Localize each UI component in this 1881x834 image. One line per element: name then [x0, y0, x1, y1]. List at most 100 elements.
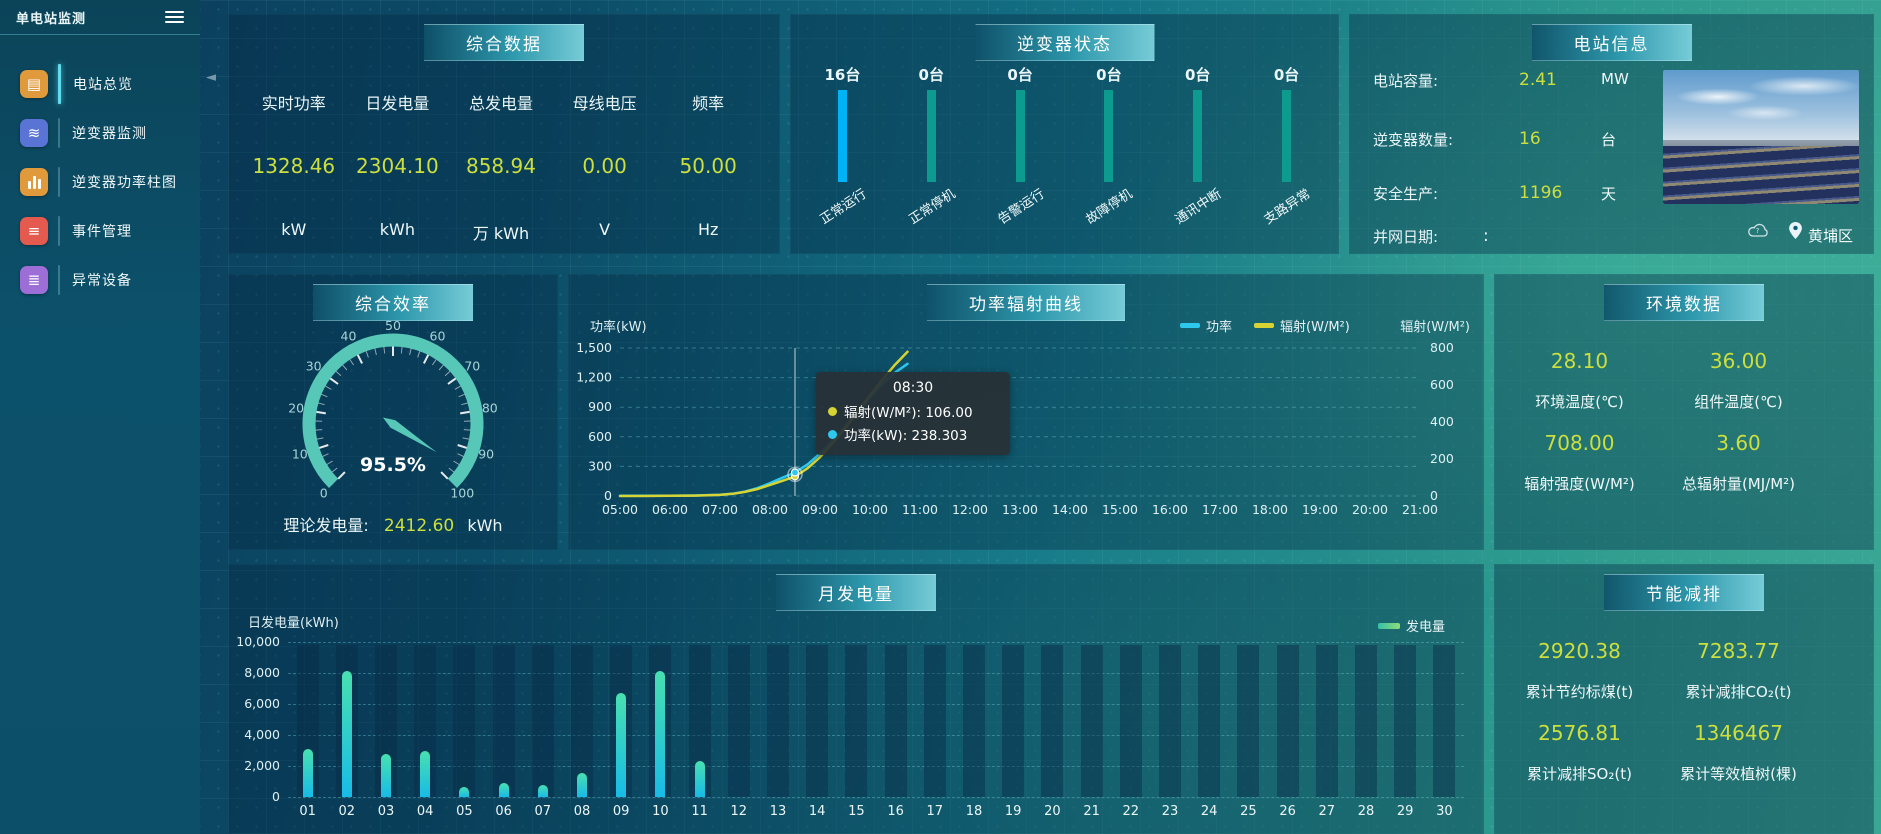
sidebar-item-5[interactable]: ≣ 异常设备 — [0, 255, 200, 304]
panel-monthly: 月发电量 日发电量(kWh) 发电量 0 2,000 4,000 6,000 8,000… — [228, 564, 1484, 834]
sidebar-item-1[interactable]: ▤ 电站总览 — [0, 59, 200, 108]
gridline — [288, 797, 1464, 798]
sidebar-item-label: 电站总览 — [73, 76, 133, 93]
sidebar-item-2[interactable]: ≋ 逆变器监测 — [0, 108, 200, 157]
tooltip-time: 08:30 — [892, 380, 934, 396]
monthly-x-tick: 19 — [1004, 804, 1022, 819]
generation-bar — [537, 785, 548, 797]
menu-item-divider — [58, 166, 60, 197]
bar-background — [414, 645, 437, 797]
metric-label: 日发电量 — [365, 94, 430, 113]
info-label: 安全生产: — [1373, 185, 1439, 203]
gauge-tick-label: 80 — [482, 401, 498, 416]
info-value: : — [1483, 226, 1489, 246]
location-pin-icon — [1789, 222, 1802, 242]
y-left-tick: 0 — [604, 488, 612, 503]
monthly-x-tick: 14 — [808, 804, 826, 819]
sidebar-item-3[interactable]: 逆变器功率柱图 — [0, 157, 200, 206]
panel-inverter-status-title: 逆变器状态 — [975, 24, 1154, 61]
saving-cell-label-2: 累计减排CO₂(t) — [1685, 683, 1792, 701]
gauge-needle — [382, 417, 437, 453]
environment-cell-value-4: 3.60 — [1716, 430, 1761, 455]
x-tick: 19:00 — [1302, 502, 1338, 517]
tooltip-row-1: 辐射(W/M²): 106.00 — [828, 401, 998, 421]
weather-cloud-icon[interactable]: ? — [1747, 222, 1769, 242]
bar-background — [884, 645, 907, 797]
legend-item-generation[interactable]: 发电量 — [1378, 616, 1445, 635]
monthly-x-tick: 13 — [769, 804, 787, 819]
y-left-tick: 900 — [588, 399, 612, 414]
power-curve-svg: 0 300 600 900 1,200 1,500 0 200 400 600 800 05:00 06… — [576, 340, 1454, 517]
bar-background — [1041, 645, 1064, 797]
info-value: 16 — [1519, 129, 1541, 149]
monthly-y-tick: 2,000 — [244, 758, 280, 773]
x-tick: 16:00 — [1152, 502, 1188, 517]
bar-background — [963, 645, 985, 797]
theory-generation-value: 2412.60 — [383, 516, 455, 536]
panel-station-info: 电站信息 电站容量: 2.41 MW 逆变器数量: 16 台安全生产: 1196 天并网日期:… — [1349, 14, 1874, 254]
panel-monthly-title: 月发电量 — [776, 574, 936, 611]
menu-item-divider — [58, 63, 61, 104]
sidebar-item-label: 逆变器功率柱图 — [72, 174, 177, 191]
power-bars-icon — [20, 167, 48, 196]
panel-environment-title: 环境数据 — [1604, 284, 1764, 321]
bar-background — [1394, 645, 1417, 797]
monthly-x-tick: 08 — [573, 804, 591, 819]
summary-metric-1: 实时功率 1328.46 kW — [242, 14, 346, 254]
inverter-status-label: 支路异常 — [1261, 186, 1314, 228]
overview-icon: ▤ — [20, 69, 48, 98]
sidebar-item-4[interactable]: ≡ 事件管理 — [0, 206, 200, 255]
summary-metric-4: 母线电压 0.00 V — [553, 14, 657, 254]
panel-power-curve: 功率辐射曲线 功率(kW) 辐射(W/M²) 功率 辐射(W/M²) 0 300 60… — [568, 274, 1484, 550]
info-value: 1196 — [1519, 183, 1563, 203]
bar-background — [727, 645, 750, 797]
metric-unit: 万 kWh — [472, 224, 530, 243]
sidebar-collapse-icon[interactable]: ◄ — [206, 70, 216, 85]
event-icon: ≡ — [20, 216, 48, 245]
monthly-x-tick: 07 — [534, 804, 552, 819]
generation-bar — [420, 750, 431, 797]
metric-unit: Hz — [697, 220, 719, 239]
sidebar-item-label: 逆变器监测 — [72, 125, 147, 142]
x-tick: 09:00 — [802, 502, 838, 517]
summary-metric-2: 日发电量 2304.10 kWh — [346, 14, 450, 254]
monthly-x-tick: 30 — [1436, 804, 1453, 819]
gauge-tick-label: 20 — [288, 401, 304, 416]
efficiency-gauge: 0 10 20 30 40 50 60 70 80 90 100 95.5% — [288, 318, 498, 500]
monthly-y-tick: 4,000 — [244, 727, 280, 742]
gauge-value: 95.5% — [360, 454, 426, 476]
gauge-tick-label: 10 — [292, 446, 308, 461]
bar-background — [1198, 645, 1221, 797]
info-value: 2.41 — [1519, 70, 1557, 90]
x-tick: 17:00 — [1202, 502, 1238, 517]
inverter-status-5: 0台 通讯中断 — [1153, 14, 1242, 254]
menu-icon[interactable] — [163, 6, 186, 28]
panel-efficiency: 综合效率 0 10 20 30 40 50 60 70 80 90 100 95.5% 理论发电量: … — [228, 274, 558, 550]
monthly-y-tick: 6,000 — [244, 696, 280, 711]
svg-text:?: ? — [1756, 227, 1760, 235]
station-info-row-2: 逆变器数量: 16 台 — [1373, 129, 1616, 150]
environment-cell-value-2: 36.00 — [1709, 348, 1768, 373]
summary-metric-5: 频率 50.00 Hz — [656, 14, 760, 254]
y-right-tick: 800 — [1430, 340, 1454, 355]
monthly-x-tick: 05 — [456, 804, 473, 819]
station-district-label: 黄埔区 — [1808, 227, 1854, 245]
legend-item-1[interactable]: 功率 — [1180, 316, 1232, 335]
station-photo — [1663, 70, 1859, 204]
menu-item-divider — [58, 264, 60, 295]
monthly-y-tick: 10,000 — [236, 634, 280, 649]
inverter-bar — [1282, 90, 1292, 182]
legend-item-2[interactable]: 辐射(W/M²) — [1254, 316, 1350, 335]
sidebar: 单电站监测 ▤ 电站总览 ≋ 逆变器监测 逆变器功率柱图 ≡ 事件管理 ≣ 异常设备 — [0, 0, 200, 834]
x-tick: 05:00 — [602, 502, 638, 517]
panel-saving-title: 节能减排 — [1604, 574, 1764, 611]
monthly-x-tick: 20 — [1044, 804, 1061, 819]
y-right-tick: 200 — [1430, 451, 1454, 466]
monthly-x-tick: 10 — [652, 804, 669, 819]
gauge-tick-label: 30 — [306, 358, 322, 373]
efficiency-gauge-chart: 0 10 20 30 40 50 60 70 80 90 100 95.5% — [228, 274, 558, 550]
gauge-tick-label: 50 — [385, 318, 401, 333]
bar-background — [1315, 645, 1338, 797]
station-info-row-3: 安全生产: 1196 天 — [1373, 183, 1616, 204]
monthly-x-tick: 09 — [612, 804, 630, 819]
